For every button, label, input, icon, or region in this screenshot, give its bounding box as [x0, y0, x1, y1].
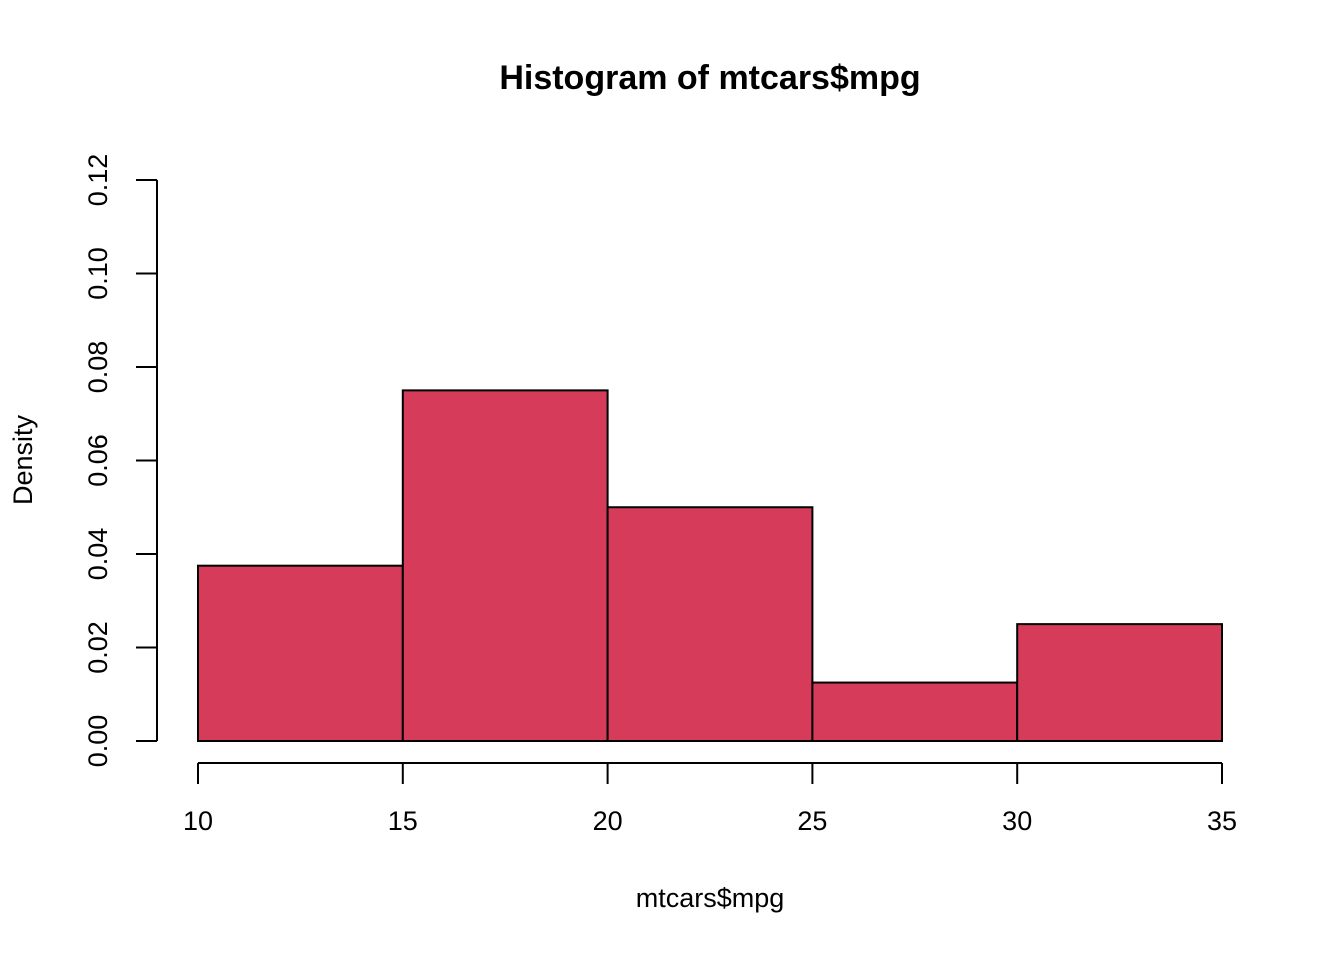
y-tick-label: 0.06: [83, 434, 113, 487]
x-tick-label: 20: [593, 806, 623, 836]
bar: [1016, 623, 1224, 742]
x-tick-label: 25: [797, 806, 827, 836]
y-tick-label: 0.08: [83, 341, 113, 394]
x-tick-label: 10: [183, 806, 213, 836]
bar: [606, 506, 814, 742]
bar: [197, 564, 404, 742]
x-axis-label: mtcars$mpg: [636, 883, 785, 913]
y-axis-label: Density: [8, 414, 38, 505]
x-tick-label: 35: [1207, 806, 1237, 836]
bar: [401, 389, 609, 742]
chart-title: Histogram of mtcars$mpg: [499, 59, 920, 97]
bar: [811, 681, 1019, 742]
y-tick-label: 0.00: [83, 715, 113, 768]
x-tick-label: 15: [388, 806, 418, 836]
y-tick-label: 0.02: [83, 621, 113, 674]
y-tick-label: 0.10: [83, 247, 113, 300]
x-tick-label: 30: [1002, 806, 1032, 836]
y-tick-label: 0.04: [83, 528, 113, 581]
y-tick-label: 0.12: [83, 154, 113, 207]
